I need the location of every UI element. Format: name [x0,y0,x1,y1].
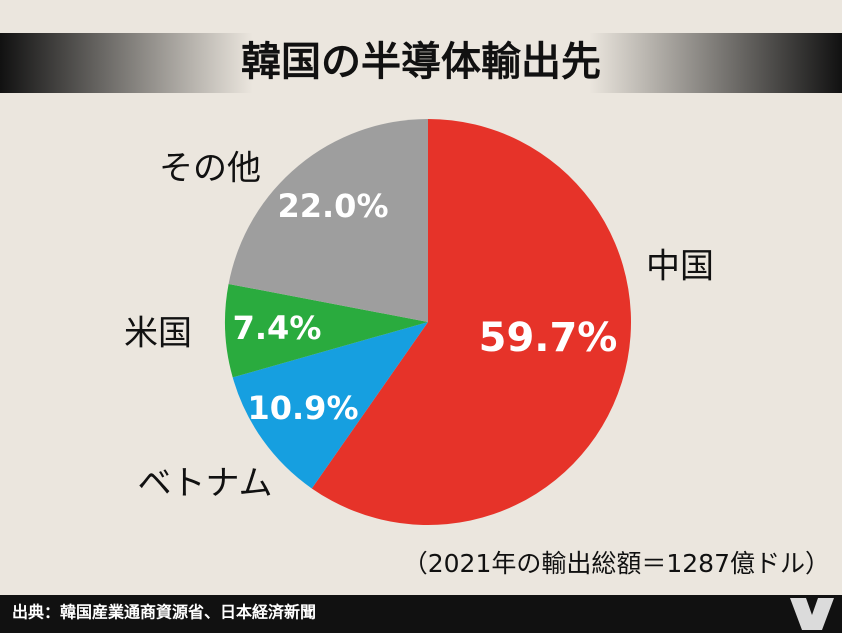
slice-label: 59.7% [479,315,618,361]
pie-slice [224,283,428,378]
slice-label: 7.4% [233,309,322,347]
pie-slice [311,119,631,526]
footer-bar [0,595,842,633]
logo [790,598,834,630]
chart-title: 韓国の半導体輸出先 [241,39,601,85]
pie-slice [228,119,428,322]
source: 出典：韓国産業通商資源省、日本経済新聞 [12,603,316,622]
annotation: （2021年の輸出総額＝1287億ドル） [403,549,830,578]
title-band [0,33,842,93]
pie-slice [232,322,428,489]
category-label: ベトナム [138,464,273,504]
slice-label: 22.0% [277,187,388,225]
category-label: 米国 [124,314,192,354]
category-label: その他 [159,149,261,189]
slice-label: 10.9% [247,389,358,427]
category-label: 中国 [646,247,714,287]
